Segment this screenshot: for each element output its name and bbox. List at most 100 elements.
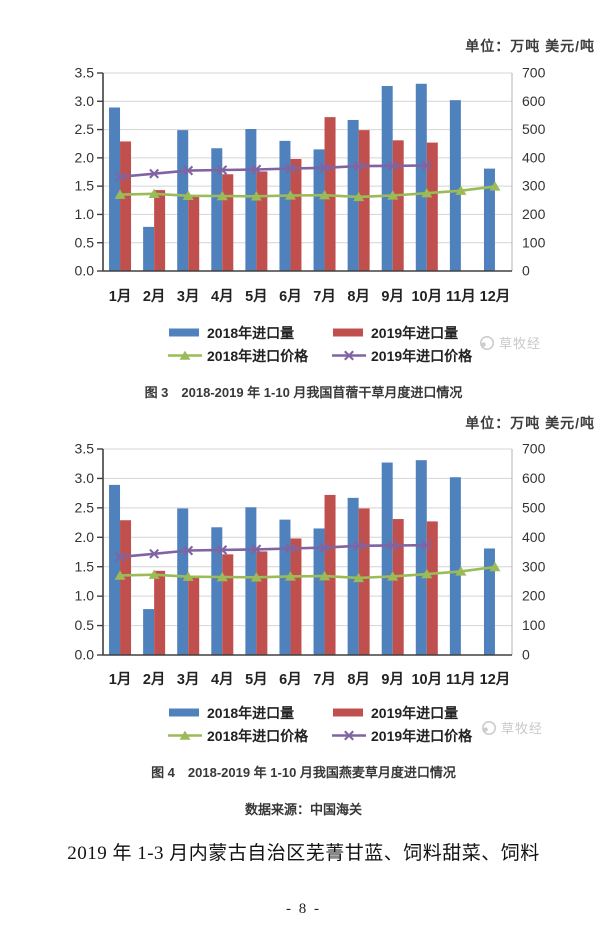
left-axis-label: 3.0 xyxy=(75,93,95,109)
price-line-2018年进口价格 xyxy=(119,185,496,199)
right-axis-label: 700 xyxy=(522,65,546,81)
x-axis-label: 8月 xyxy=(347,288,370,305)
x-marker xyxy=(183,165,194,176)
right-axis-label: 200 xyxy=(522,588,546,604)
legend-label: 2019年进口量 xyxy=(371,324,459,341)
bar-2019年进口量-8月 xyxy=(358,508,370,655)
legend-item-price: 2019年进口价格 xyxy=(332,726,496,746)
right-axis-label: 500 xyxy=(522,121,546,137)
triangle-marker xyxy=(114,189,126,199)
bar-2018年进口量-5月 xyxy=(245,129,257,271)
left-axis-label: 0.0 xyxy=(75,263,95,279)
triangle-marker xyxy=(319,189,331,200)
bar-2019年进口量-6月 xyxy=(290,538,302,655)
x-marker xyxy=(183,545,194,556)
bar-2019年进口量-3月 xyxy=(188,577,200,655)
bar-2018年进口量-7月 xyxy=(313,149,325,271)
legend-row: 2018年进口量 2019年进口量 xyxy=(168,701,528,724)
x-axis-label: 11月 xyxy=(446,671,476,688)
triangle-marker xyxy=(455,566,467,576)
right-axis-label: 600 xyxy=(522,93,546,109)
price-line-2019年进口价格 xyxy=(119,164,427,179)
x-axis-label: 9月 xyxy=(381,671,404,688)
bar-2019年进口量-1月 xyxy=(120,520,132,655)
triangle-marker xyxy=(489,181,501,191)
bar-2019年进口量-8月 xyxy=(358,130,370,271)
bar-2018年进口量-2月 xyxy=(143,226,155,271)
unit-label-figure3: 单位：万吨 美元/吨 xyxy=(465,38,595,54)
bar-2019年进口量-5月 xyxy=(256,171,268,271)
x-marker xyxy=(115,552,125,562)
legend-bar-swatch-icon xyxy=(169,328,199,337)
x-marker xyxy=(251,164,262,175)
section-heading: 2019 年 1-3 月内蒙古自治区芜菁甘蓝、饲料甜菜、饲料 xyxy=(67,843,540,864)
x-axis-label: 10月 xyxy=(411,288,442,305)
triangle-marker xyxy=(455,185,467,195)
x-marker xyxy=(251,544,262,555)
right-axis-label: 0 xyxy=(522,263,530,279)
bar-2019年进口量-3月 xyxy=(188,196,200,271)
x-axis-label: 9月 xyxy=(381,288,404,305)
legend-bar-swatch-icon xyxy=(169,708,199,717)
price-line-2019年进口价格 xyxy=(119,543,427,559)
left-axis-label: 1.5 xyxy=(75,178,95,194)
bar-2018年进口量-3月 xyxy=(177,508,189,655)
triangle-marker xyxy=(421,568,433,579)
legend-item-volume: 2019年进口量 xyxy=(332,323,496,343)
right-axis-label: 700 xyxy=(522,441,546,457)
bar-2018年进口量-4月 xyxy=(211,527,223,655)
figure3-caption: 图 3 2018-2019 年 1-10 月我国苜蓿干草月度进口情况 xyxy=(144,385,463,400)
x-marker xyxy=(217,165,228,175)
legend-row: 2018年进口价格 2019年进口价格 xyxy=(168,724,528,747)
x-marker xyxy=(353,540,364,551)
figure4-legend: 2018年进口量 2019年进口量 2018年进口价格 2019年进口价格 xyxy=(168,701,528,747)
bar-2019年进口量-9月 xyxy=(392,140,404,271)
triangle-marker xyxy=(250,191,262,201)
legend-item-volume: 2018年进口量 xyxy=(168,703,332,723)
bar-2018年进口量-4月 xyxy=(211,148,223,271)
left-axis-label: 3.0 xyxy=(75,470,95,486)
left-axis-label: 2.5 xyxy=(75,121,95,137)
unit-label-figure4: 单位：万吨 美元/吨 xyxy=(465,415,595,431)
right-axis-label: 300 xyxy=(522,178,546,194)
bar-2019年进口量-2月 xyxy=(154,190,166,271)
triangle-marker xyxy=(353,191,365,202)
bar-2019年进口量-9月 xyxy=(392,519,404,655)
x-axis-label: 7月 xyxy=(313,671,336,688)
x-axis-label: 2月 xyxy=(143,671,166,688)
figure3-combo-chart: 0.0 0.5 1.0 1.5 2.0 2.5 3.0 3.5 0 100 200 300 400 500… xyxy=(75,65,546,305)
right-axis-label: 0 xyxy=(522,647,530,663)
bar-2018年进口量-11月 xyxy=(449,100,461,271)
left-axis-label: 0.5 xyxy=(75,234,95,250)
right-axis-label: 200 xyxy=(522,206,546,222)
bar-2019年进口量-10月 xyxy=(426,521,438,655)
left-axis-label: 2.0 xyxy=(75,529,95,545)
triangle-marker xyxy=(216,571,228,582)
bar-2018年进口量-12月 xyxy=(483,168,495,271)
right-axis-label: 600 xyxy=(522,470,546,486)
left-axis-label: 1.0 xyxy=(75,588,95,604)
triangle-marker xyxy=(284,190,296,200)
bar-2018年进口量-12月 xyxy=(483,548,495,655)
left-axis-label: 1.5 xyxy=(75,558,95,574)
watermark-logo-icon xyxy=(482,720,496,735)
watermark: 草牧经 xyxy=(479,333,541,352)
legend-bar-swatch-icon xyxy=(333,328,363,337)
x-axis-label: 2月 xyxy=(143,288,166,305)
bar-2018年进口量-11月 xyxy=(449,477,461,655)
x-axis-label: 1月 xyxy=(109,288,132,305)
bar-2019年进口量-5月 xyxy=(256,551,268,655)
legend-item-volume: 2019年进口量 xyxy=(332,703,496,723)
watermark-text: 草牧经 xyxy=(501,721,544,736)
legend-label: 2018年进口量 xyxy=(207,324,295,341)
triangle-marker xyxy=(489,561,501,572)
bar-2019年进口量-7月 xyxy=(324,117,336,271)
legend-item-volume: 2018年进口量 xyxy=(168,323,332,343)
bar-2018年进口量-2月 xyxy=(143,609,155,655)
x-marker xyxy=(319,542,330,553)
bar-2019年进口量-10月 xyxy=(426,142,438,271)
bar-2018年进口量-1月 xyxy=(109,107,121,271)
legend-line-swatch-icon xyxy=(332,730,366,741)
bar-2019年进口量-6月 xyxy=(290,158,302,271)
